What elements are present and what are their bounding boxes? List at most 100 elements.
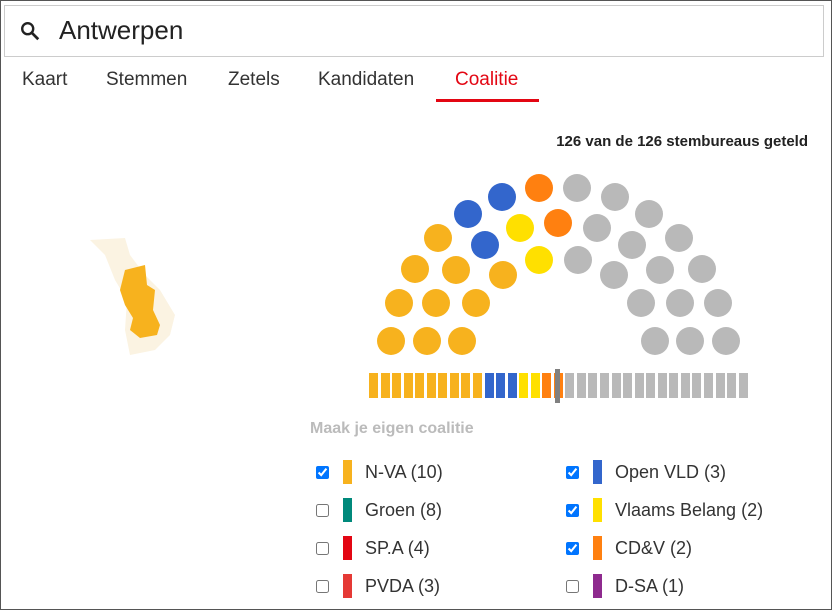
- party-toggle[interactable]: N-VA (10): [316, 457, 443, 487]
- seat-dot: [712, 327, 740, 355]
- seat-bar-segment: [576, 373, 586, 398]
- seat-bar-segment: [403, 373, 413, 398]
- seat-bar-segment: [415, 373, 425, 398]
- party-label: Vlaams Belang (2): [615, 499, 764, 520]
- majority-marker: [555, 369, 560, 403]
- seat-dot: [635, 200, 663, 228]
- seat-bar-segment: [461, 373, 471, 398]
- search-bar[interactable]: [4, 5, 824, 57]
- seat-dot: [525, 174, 553, 202]
- seat-dot: [413, 327, 441, 355]
- seat-bar-segment: [727, 373, 737, 398]
- party-color-swatch: [593, 536, 602, 560]
- party-label: Open VLD (3): [615, 461, 727, 482]
- party-checkbox[interactable]: [316, 503, 329, 517]
- party-color-swatch: [343, 460, 352, 484]
- seat-dot: [600, 261, 628, 289]
- party-checkbox[interactable]: [566, 503, 579, 517]
- coalition-title: Maak je eigen coalitie: [310, 420, 474, 437]
- count-status: 126 van de 126 stembureaus geteld: [556, 133, 808, 150]
- tab-kaart[interactable]: Kaart: [22, 69, 68, 90]
- party-toggle[interactable]: SP.A (4): [316, 533, 430, 563]
- party-label: PVDA (3): [365, 575, 441, 596]
- party-checkbox[interactable]: [566, 541, 579, 555]
- seat-bar-segment: [380, 373, 390, 398]
- seat-bar-segment: [369, 373, 378, 398]
- party-label: SP.A (4): [365, 537, 430, 558]
- seat-dot: [454, 200, 482, 228]
- seat-dot: [666, 289, 694, 317]
- seat-bar-segment: [692, 373, 702, 398]
- party-label: N-VA (10): [365, 461, 443, 482]
- seat-bar-segment: [496, 373, 506, 398]
- seat-dot: [688, 255, 716, 283]
- party-toggle[interactable]: CD&V (2): [566, 533, 692, 563]
- seat-bar-segment: [392, 373, 402, 398]
- seat-bar-segment: [738, 373, 748, 398]
- party-checkbox[interactable]: [316, 579, 329, 593]
- party-color-swatch: [343, 574, 352, 598]
- seat-bar-segment: [623, 373, 633, 398]
- seat-bar-segment: [588, 373, 598, 398]
- seat-bar-segment: [634, 373, 644, 398]
- seat-dot: [583, 214, 611, 242]
- seat-dot: [489, 261, 517, 289]
- party-checkbox[interactable]: [566, 579, 579, 593]
- seat-bar-segment: [703, 373, 713, 398]
- search-icon: [21, 22, 40, 41]
- seat-bar-segment: [426, 373, 436, 398]
- seat-bar-segment: [565, 373, 575, 398]
- seat-dot: [385, 289, 413, 317]
- search-input[interactable]: [57, 14, 761, 47]
- seat-bar-segment: [657, 373, 667, 398]
- seat-dot: [462, 289, 490, 317]
- party-toggle[interactable]: D-SA (1): [566, 571, 684, 601]
- seat-dot: [618, 231, 646, 259]
- seat-bar-segment: [600, 373, 609, 398]
- seat-bar-segment: [484, 373, 494, 398]
- seat-dot: [704, 289, 732, 317]
- seat-dot: [601, 183, 629, 211]
- party-checkbox[interactable]: [566, 465, 579, 479]
- tab-kandidaten[interactable]: Kandidaten: [318, 69, 415, 90]
- tab-coalitie[interactable]: Coalitie: [455, 69, 519, 90]
- party-color-swatch: [343, 536, 352, 560]
- seat-bar-segment: [519, 373, 529, 398]
- party-checkbox[interactable]: [316, 465, 329, 479]
- map: [90, 238, 175, 355]
- seat-dot: [448, 327, 476, 355]
- seat-dot: [627, 289, 655, 317]
- map-region-antwerpen: [120, 265, 160, 338]
- seat-bar-segment: [542, 373, 552, 398]
- party-toggle[interactable]: Vlaams Belang (2): [566, 495, 763, 525]
- seat-bar-segment: [611, 373, 621, 398]
- seat-bar-segment: [646, 373, 656, 398]
- seat-dot: [676, 327, 704, 355]
- seat-bar-segment: [669, 373, 679, 398]
- party-color-swatch: [593, 460, 602, 484]
- hemicycle: [377, 174, 740, 355]
- seat-dot: [564, 246, 592, 274]
- seat-dot: [401, 255, 429, 283]
- seat-dot: [641, 327, 669, 355]
- seat-dot: [506, 214, 534, 242]
- party-label: D-SA (1): [615, 575, 685, 596]
- seat-dot: [544, 209, 572, 237]
- party-checkbox[interactable]: [316, 541, 329, 555]
- seat-dot: [471, 231, 499, 259]
- party-toggle[interactable]: Open VLD (3): [566, 457, 726, 487]
- seat-bar-segment: [472, 373, 482, 398]
- party-color-swatch: [593, 498, 602, 522]
- tab-zetels[interactable]: Zetels: [228, 69, 280, 90]
- tab-stemmen[interactable]: Stemmen: [106, 69, 188, 90]
- seat-dot: [442, 256, 470, 284]
- seat-dot: [424, 224, 452, 252]
- seat-dot: [646, 256, 674, 284]
- seat-dot: [377, 327, 405, 355]
- party-toggle[interactable]: PVDA (3): [316, 571, 440, 601]
- seat-dot: [563, 174, 591, 202]
- seat-bar-segment: [530, 373, 540, 398]
- party-toggle[interactable]: Groen (8): [316, 495, 442, 525]
- active-tab-indicator: [436, 99, 539, 102]
- party-color-swatch: [343, 498, 352, 522]
